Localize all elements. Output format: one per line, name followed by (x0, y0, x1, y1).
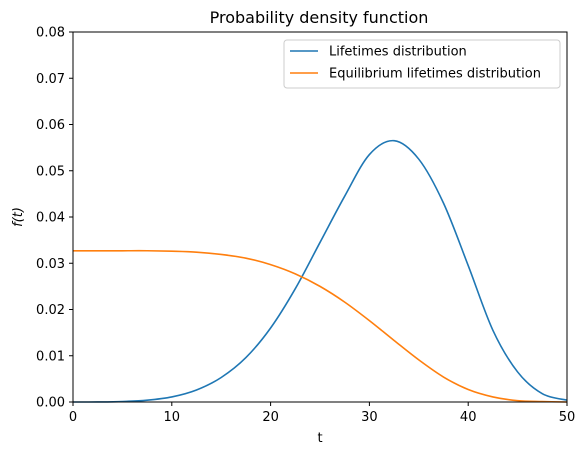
y-axis: 0.00 0.01 0.02 0.03 0.04 0.05 0.06 0.07 0.08 (36, 26, 73, 411)
y-tick-label: 0.05 (36, 164, 65, 179)
legend-label: Equilibrium lifetimes distribution (329, 67, 541, 82)
series-line-1 (72, 139, 568, 403)
y-tick-label: 0.02 (36, 303, 65, 318)
y-axis-label: f(t) (11, 207, 26, 227)
x-tick-label: 50 (559, 410, 576, 425)
chart-title: Probability density function (210, 8, 429, 27)
legend-box (283, 39, 561, 89)
x-tick-label: 0 (69, 410, 77, 425)
y-tick-label: 0.07 (36, 72, 65, 87)
legend-label: Lifetimes distribution (329, 45, 467, 60)
plot-area (72, 139, 568, 403)
y-tick-label: 0.01 (36, 349, 65, 364)
y-tick-label: 0.00 (36, 396, 65, 411)
legend: Lifetimes distribution Equilibrium lifeti… (283, 39, 561, 89)
x-axis-label: t (317, 431, 322, 446)
y-tick-label: 0.08 (36, 26, 65, 41)
x-tick-label: 40 (460, 410, 477, 425)
y-tick-label: 0.04 (36, 211, 65, 226)
x-tick-label: 10 (164, 410, 181, 425)
series-line-2 (72, 249, 568, 403)
x-tick-label: 30 (361, 410, 378, 425)
y-tick-label: 0.06 (36, 118, 65, 133)
x-axis: 0 10 20 30 40 50 (69, 402, 575, 425)
x-tick-label: 20 (262, 410, 279, 425)
y-tick-label: 0.03 (36, 257, 65, 272)
